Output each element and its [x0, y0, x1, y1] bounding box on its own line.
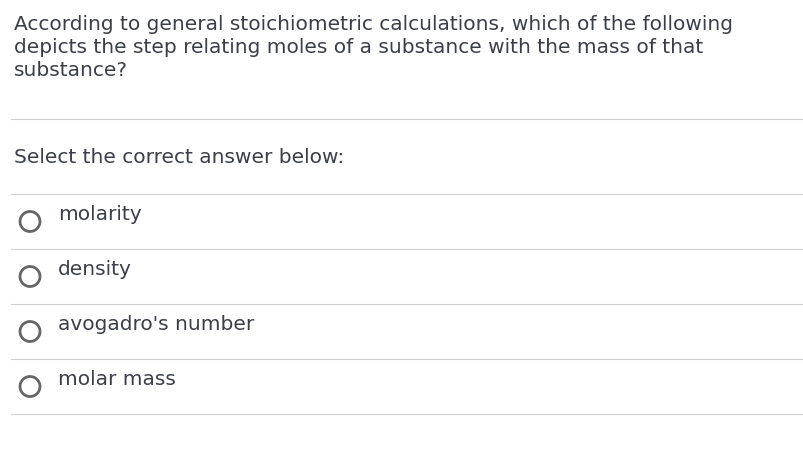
- Text: substance?: substance?: [14, 61, 128, 80]
- Text: molarity: molarity: [58, 205, 141, 224]
- Text: density: density: [58, 259, 132, 279]
- Text: Select the correct answer below:: Select the correct answer below:: [14, 148, 344, 167]
- Text: avogadro's number: avogadro's number: [58, 314, 254, 333]
- Text: molar mass: molar mass: [58, 369, 176, 388]
- Text: depicts the step relating moles of a substance with the mass of that: depicts the step relating moles of a sub…: [14, 38, 703, 57]
- Text: According to general stoichiometric calculations, which of the following: According to general stoichiometric calc…: [14, 15, 732, 34]
